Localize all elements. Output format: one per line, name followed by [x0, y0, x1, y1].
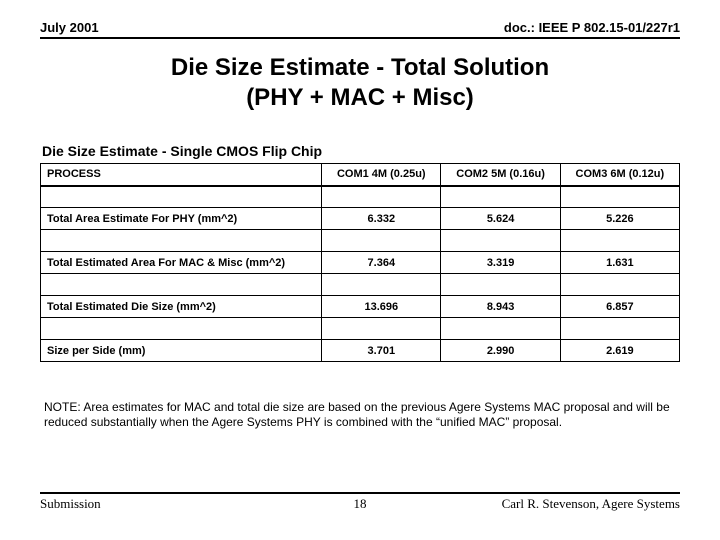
cell: 2.619	[560, 340, 679, 362]
footnote: NOTE: Area estimates for MAC and total d…	[40, 400, 680, 430]
title-line-1: Die Size Estimate - Total Solution	[40, 53, 680, 83]
cell: 2.990	[441, 340, 560, 362]
col-header: COM2 5M (0.16u)	[441, 164, 560, 186]
cell: 6.857	[560, 296, 679, 318]
col-header: COM3 6M (0.12u)	[560, 164, 679, 186]
cell: 1.631	[560, 252, 679, 274]
page-footer: Submission 18 Carl R. Stevenson, Agere S…	[40, 492, 680, 512]
cell: 3.701	[322, 340, 441, 362]
cell: 5.226	[560, 208, 679, 230]
cell: 13.696	[322, 296, 441, 318]
table-corner: PROCESS	[41, 164, 322, 186]
cell: 7.364	[322, 252, 441, 274]
cell: 3.319	[441, 252, 560, 274]
title-line-2: (PHY + MAC + Misc)	[40, 83, 680, 113]
table-row: Total Estimated Die Size (mm^2) 13.696 8…	[41, 296, 680, 318]
col-header: COM1 4M (0.25u)	[322, 164, 441, 186]
table-row: Total Area Estimate For PHY (mm^2) 6.332…	[41, 208, 680, 230]
die-size-table: PROCESS COM1 4M (0.25u) COM2 5M (0.16u) …	[40, 163, 680, 362]
page-header: July 2001 doc.: IEEE P 802.15-01/227r1	[40, 20, 680, 39]
row-label: Size per Side (mm)	[41, 340, 322, 362]
cell: 8.943	[441, 296, 560, 318]
table-row: Total Estimated Area For MAC & Misc (mm^…	[41, 252, 680, 274]
slide-title: Die Size Estimate - Total Solution (PHY …	[40, 53, 680, 113]
header-date: July 2001	[40, 20, 99, 35]
cell: 6.332	[322, 208, 441, 230]
table-caption: Die Size Estimate - Single CMOS Flip Chi…	[40, 143, 680, 159]
table-row: Size per Side (mm) 3.701 2.990 2.619	[41, 340, 680, 362]
cell: 5.624	[441, 208, 560, 230]
header-doc-id: doc.: IEEE P 802.15-01/227r1	[504, 20, 680, 35]
row-label: Total Area Estimate For PHY (mm^2)	[41, 208, 322, 230]
table-header-row: PROCESS COM1 4M (0.25u) COM2 5M (0.16u) …	[41, 164, 680, 186]
row-label: Total Estimated Die Size (mm^2)	[41, 296, 322, 318]
row-label: Total Estimated Area For MAC & Misc (mm^…	[41, 252, 322, 274]
page-number: 18	[40, 496, 680, 512]
